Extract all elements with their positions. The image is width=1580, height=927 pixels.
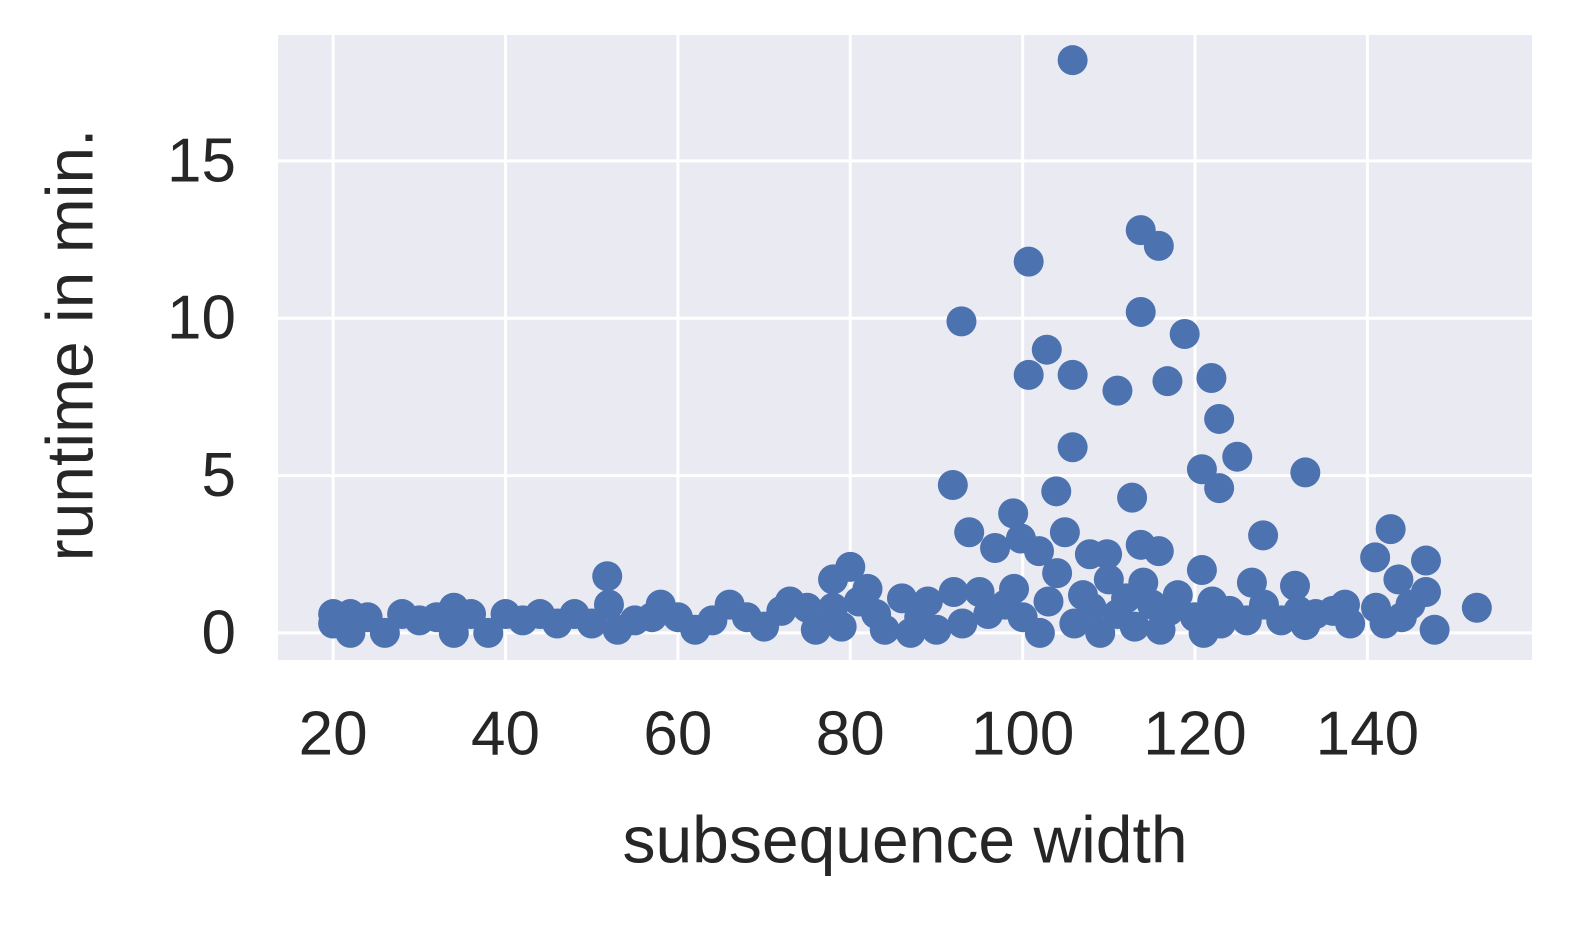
point	[1204, 473, 1235, 504]
point	[1031, 334, 1062, 365]
point	[921, 614, 952, 645]
point	[818, 564, 849, 595]
plot-area	[278, 35, 1532, 660]
point	[1169, 318, 1200, 349]
x-tick-label: 80	[816, 699, 885, 768]
y-axis-label: runtime in min.	[32, 129, 106, 562]
x-tick-label: 60	[643, 699, 712, 768]
point	[1335, 608, 1366, 639]
point	[1143, 536, 1174, 567]
point	[938, 577, 969, 608]
point	[1076, 592, 1107, 623]
point	[1057, 45, 1088, 76]
point	[1057, 359, 1088, 390]
x-tick-label: 100	[971, 699, 1074, 768]
point	[1117, 482, 1148, 513]
point	[1057, 432, 1088, 463]
point	[1236, 567, 1267, 598]
point	[1033, 586, 1064, 617]
point	[826, 611, 857, 642]
point	[1102, 375, 1133, 406]
x-tick-label: 120	[1143, 699, 1246, 768]
y-tick-label: 15	[167, 126, 236, 195]
point	[1049, 517, 1080, 548]
point	[1375, 514, 1406, 545]
point	[1222, 441, 1253, 472]
point	[1005, 523, 1036, 554]
point	[1152, 366, 1183, 397]
point	[1162, 580, 1193, 611]
point	[592, 561, 623, 592]
x-tick-label: 140	[1316, 699, 1419, 768]
point	[937, 470, 968, 501]
point	[1395, 589, 1426, 620]
x-tick-label: 20	[299, 699, 368, 768]
point	[912, 586, 943, 617]
point	[1042, 558, 1073, 589]
y-tick-label: 0	[202, 598, 236, 667]
point	[852, 573, 883, 604]
point	[1461, 592, 1492, 623]
point	[1186, 554, 1217, 585]
point	[1204, 403, 1235, 434]
point	[1248, 520, 1279, 551]
point	[999, 573, 1030, 604]
x-axis-label: subsequence width	[622, 802, 1187, 876]
point	[946, 306, 977, 337]
point	[1013, 246, 1044, 277]
y-tick-label: 10	[167, 284, 236, 353]
point	[998, 498, 1029, 529]
point	[1360, 542, 1391, 573]
point	[593, 589, 624, 620]
point	[1125, 296, 1156, 327]
point	[1279, 570, 1310, 601]
y-tick-label: 5	[202, 441, 236, 510]
point	[947, 608, 978, 639]
point	[1024, 617, 1055, 648]
point	[1290, 457, 1321, 488]
point	[1041, 476, 1072, 507]
point	[980, 532, 1011, 563]
point	[869, 614, 900, 645]
point	[1410, 545, 1441, 576]
point	[954, 517, 985, 548]
point	[1383, 564, 1414, 595]
point	[1419, 614, 1450, 645]
x-tick-label: 40	[471, 699, 540, 768]
point	[1119, 611, 1150, 642]
point	[1092, 539, 1123, 570]
point	[1143, 230, 1174, 261]
point	[800, 614, 831, 645]
point	[1196, 363, 1227, 394]
point	[1013, 359, 1044, 390]
